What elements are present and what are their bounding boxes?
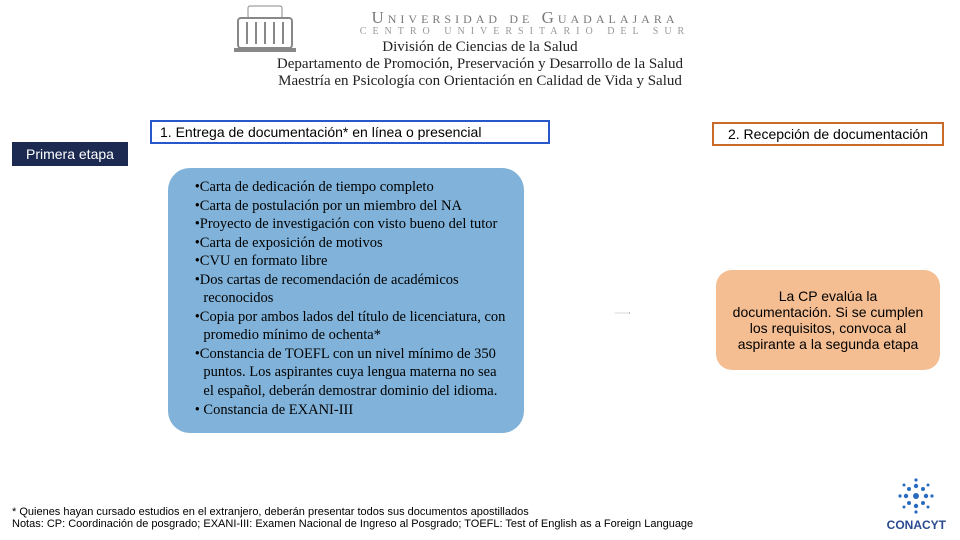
list-item: •Dos cartas de recomendación de académic… <box>186 271 506 308</box>
departamento-name: Departamento de Promoción, Preservación … <box>0 56 960 73</box>
footnote-line: * Quienes hayan cursado estudios en el e… <box>12 506 693 518</box>
list-item: •Carta de exposición de motivos <box>186 234 506 253</box>
evaluation-text: La CP evalúa la documentación. Si se cum… <box>728 288 928 352</box>
header: Universidad de Guadalajara CENTRO UNIVER… <box>0 8 960 90</box>
list-item: • Constancia de EXANI-III <box>186 401 506 420</box>
university-name: Universidad de Guadalajara <box>90 8 960 28</box>
list-item: •Carta de dedicación de tiempo completo <box>186 178 506 197</box>
list-item: •Carta de postulación por un miembro del… <box>186 197 506 216</box>
list-item: •Copia por ambos lados del título de lic… <box>186 308 506 345</box>
list-item: •Constancia de TOEFL con un nivel mínimo… <box>186 345 506 401</box>
list-item: •CVU en formato libre <box>186 252 506 271</box>
evaluation-box: La CP evalúa la documentación. Si se cum… <box>716 270 940 370</box>
maestria-name: Maestría en Psicología con Orientación e… <box>0 73 960 90</box>
list-item: •Proyecto de investigación con visto bue… <box>186 215 506 234</box>
stage-label: Primera etapa <box>12 142 128 166</box>
step1-title: 1. Entrega de documentación* en línea o … <box>150 120 550 144</box>
footnote-line: Notas: CP: Coordinación de posgrado; EXA… <box>12 518 693 530</box>
centro-name: CENTRO UNIVERSITARIO DEL SUR <box>90 26 960 37</box>
arrow-icon <box>545 312 700 314</box>
footnotes: * Quienes hayan cursado estudios en el e… <box>12 506 693 530</box>
step2-title: 2. Recepción de documentación <box>712 122 944 146</box>
conacyt-logo: CONACYT <box>887 477 946 532</box>
requirements-box: •Carta de dedicación de tiempo completo … <box>168 168 524 433</box>
conacyt-label: CONACYT <box>887 518 946 532</box>
division-name: División de Ciencias de la Salud <box>0 39 960 56</box>
